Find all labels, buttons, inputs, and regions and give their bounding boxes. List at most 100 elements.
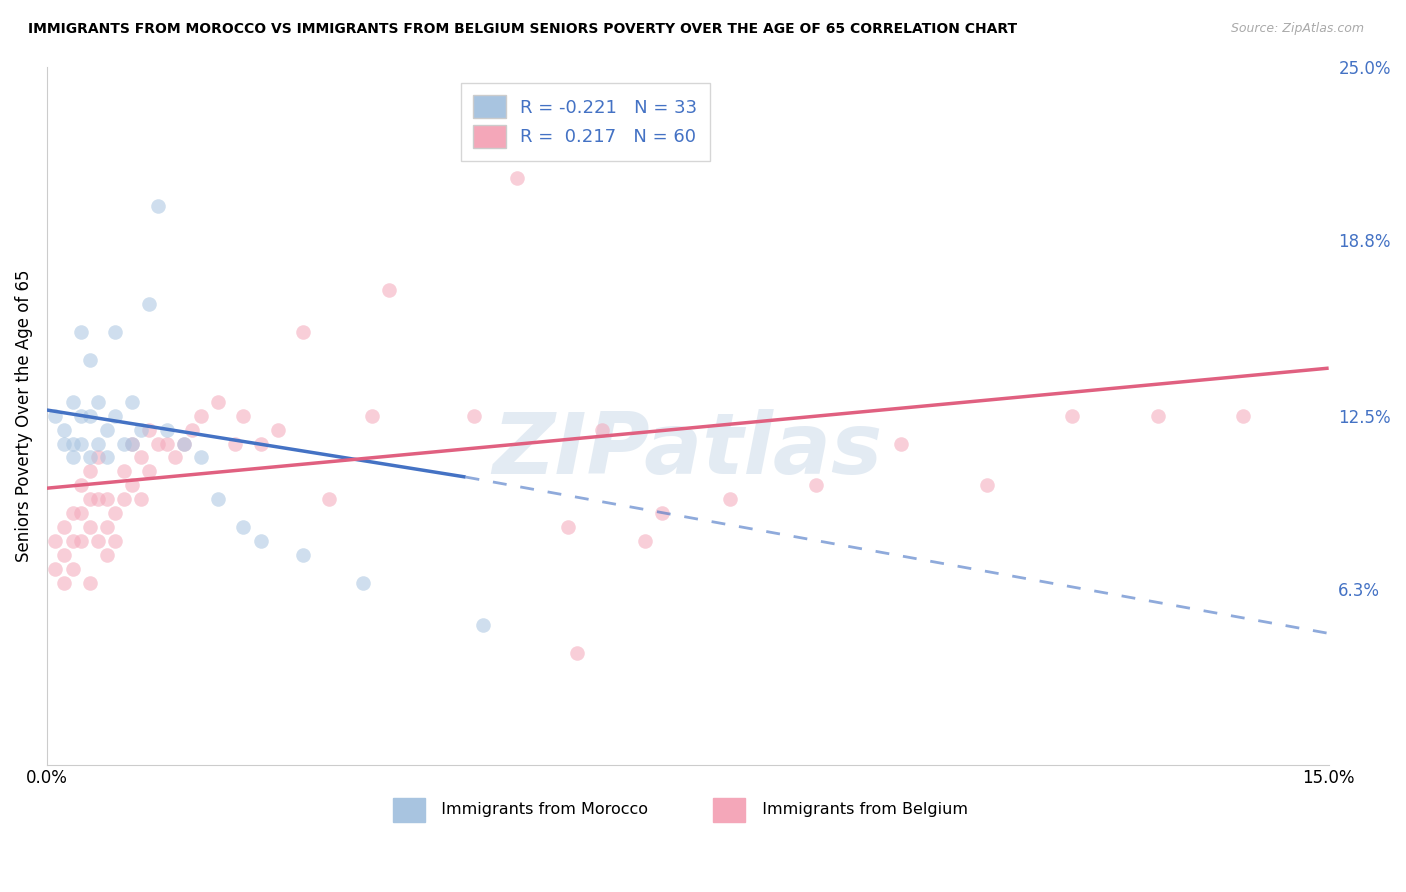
- Point: [44, 409, 66, 423]
- Point: [53, 436, 76, 450]
- Point: [129, 450, 152, 465]
- Text: IMMIGRANTS FROM MOROCCO VS IMMIGRANTS FROM BELGIUM SENIORS POVERTY OVER THE AGE : IMMIGRANTS FROM MOROCCO VS IMMIGRANTS FR…: [28, 22, 1018, 37]
- Point: [190, 450, 212, 465]
- Point: [96, 548, 118, 562]
- Point: [44, 534, 66, 549]
- Point: [720, 492, 742, 507]
- Point: [890, 436, 912, 450]
- Point: [62, 534, 84, 549]
- Point: [62, 436, 84, 450]
- Point: [79, 409, 101, 423]
- Point: [232, 520, 254, 534]
- Point: [70, 409, 93, 423]
- Point: [506, 171, 529, 186]
- Point: [360, 409, 382, 423]
- Point: [79, 492, 101, 507]
- Point: [112, 436, 135, 450]
- Point: [79, 465, 101, 479]
- Point: [70, 534, 93, 549]
- Point: [112, 492, 135, 507]
- Point: [146, 199, 169, 213]
- Point: [181, 423, 204, 437]
- Point: [62, 506, 84, 520]
- Point: [53, 576, 76, 591]
- Point: [207, 394, 229, 409]
- Bar: [392, 797, 425, 822]
- Point: [79, 576, 101, 591]
- Point: [79, 520, 101, 534]
- Point: [104, 409, 127, 423]
- Point: [207, 492, 229, 507]
- Point: [53, 423, 76, 437]
- Point: [146, 436, 169, 450]
- Point: [165, 450, 187, 465]
- Point: [87, 492, 110, 507]
- Point: [53, 520, 76, 534]
- Point: [292, 548, 315, 562]
- Point: [138, 423, 160, 437]
- Point: [112, 465, 135, 479]
- Point: [87, 450, 110, 465]
- Point: [104, 325, 127, 339]
- Point: [651, 506, 673, 520]
- Point: [62, 562, 84, 576]
- Point: [292, 325, 315, 339]
- Point: [138, 297, 160, 311]
- Point: [249, 436, 271, 450]
- Point: [463, 409, 485, 423]
- Point: [79, 352, 101, 367]
- Bar: [713, 797, 745, 822]
- Point: [1146, 409, 1168, 423]
- Point: [62, 394, 84, 409]
- Point: [70, 325, 93, 339]
- Point: [53, 548, 76, 562]
- Point: [1062, 409, 1084, 423]
- Point: [804, 478, 827, 492]
- Point: [70, 436, 93, 450]
- Point: [471, 618, 494, 632]
- Point: [591, 423, 613, 437]
- Point: [121, 436, 143, 450]
- Point: [634, 534, 657, 549]
- Point: [96, 423, 118, 437]
- Point: [377, 283, 399, 297]
- Point: [249, 534, 271, 549]
- Point: [70, 506, 93, 520]
- Point: [129, 492, 152, 507]
- Y-axis label: Seniors Poverty Over the Age of 65: Seniors Poverty Over the Age of 65: [15, 269, 32, 562]
- Point: [87, 394, 110, 409]
- Point: [129, 423, 152, 437]
- Point: [173, 436, 195, 450]
- Point: [104, 534, 127, 549]
- Point: [266, 423, 288, 437]
- Text: Immigrants from Morocco: Immigrants from Morocco: [432, 803, 648, 817]
- Point: [155, 436, 177, 450]
- Point: [121, 478, 143, 492]
- Point: [87, 534, 110, 549]
- Point: [96, 520, 118, 534]
- Point: [318, 492, 340, 507]
- Text: Source: ZipAtlas.com: Source: ZipAtlas.com: [1230, 22, 1364, 36]
- Point: [557, 520, 579, 534]
- Point: [565, 646, 588, 660]
- Point: [87, 436, 110, 450]
- Text: Immigrants from Belgium: Immigrants from Belgium: [752, 803, 967, 817]
- Point: [104, 506, 127, 520]
- Point: [190, 409, 212, 423]
- Point: [79, 450, 101, 465]
- Point: [224, 436, 246, 450]
- Point: [121, 394, 143, 409]
- Point: [70, 478, 93, 492]
- Point: [138, 465, 160, 479]
- Point: [155, 423, 177, 437]
- Point: [96, 492, 118, 507]
- Point: [44, 562, 66, 576]
- Point: [1232, 409, 1254, 423]
- Legend: R = -0.221   N = 33, R =  0.217   N = 60: R = -0.221 N = 33, R = 0.217 N = 60: [461, 83, 710, 161]
- Point: [96, 450, 118, 465]
- Point: [121, 436, 143, 450]
- Point: [352, 576, 374, 591]
- Point: [173, 436, 195, 450]
- Point: [62, 450, 84, 465]
- Text: ZIPatlas: ZIPatlas: [492, 409, 883, 492]
